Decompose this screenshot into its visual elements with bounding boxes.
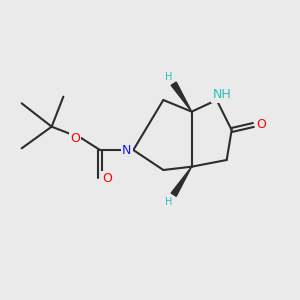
Text: O: O [102,172,112,185]
Polygon shape [171,167,192,196]
Text: O: O [256,118,266,131]
Text: H: H [165,72,173,82]
Text: O: O [70,132,80,145]
Polygon shape [171,82,192,112]
Text: NH: NH [212,88,231,101]
Text: H: H [165,197,173,207]
Text: N: N [122,143,131,157]
